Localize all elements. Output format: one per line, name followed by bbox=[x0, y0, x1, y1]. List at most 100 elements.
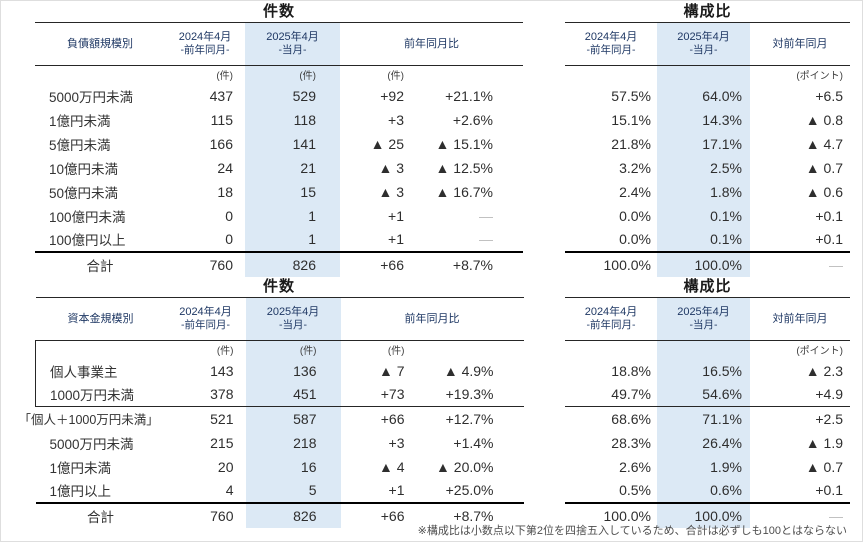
row-label: 1億円未満 bbox=[49, 460, 112, 476]
units-row: (ポイント) bbox=[565, 65, 850, 84]
col-prev-year-label: 2024年4月 bbox=[179, 306, 232, 319]
share-current: 0.1% bbox=[657, 227, 750, 252]
col-current-label: 2025年4月 bbox=[266, 31, 319, 44]
col-current-sublabel: -当月- bbox=[689, 319, 718, 332]
value-prev-year: 166 bbox=[209, 135, 233, 152]
unit-cell-empty bbox=[35, 66, 165, 84]
value-diff: ▲ 25 bbox=[370, 135, 404, 152]
col-current-sublabel: -当月- bbox=[278, 44, 307, 57]
debt-share-title: 構成比 bbox=[683, 3, 732, 20]
table-row: 個人事業主 143 136 ▲ 7 ▲ 4.9% bbox=[35, 358, 524, 383]
col-current-label: 2025年4月 bbox=[677, 306, 730, 319]
share-diff-points: ▲ 1.9 bbox=[805, 434, 843, 451]
col-current-sublabel: -当月- bbox=[689, 44, 718, 57]
value-pct: +25.0% bbox=[445, 482, 494, 498]
value-diff: ▲ 4 bbox=[378, 458, 405, 475]
value-prev-year: 760 bbox=[165, 250, 245, 277]
share-diff-points: +6.5 bbox=[815, 87, 843, 104]
table-row: 68.6% 71.1% +2.5 bbox=[565, 406, 850, 431]
share-current: 0.1% bbox=[657, 203, 750, 228]
row-label: 50億円未満 bbox=[49, 185, 119, 201]
value-current: 1 bbox=[245, 227, 340, 252]
value-diff: +1 bbox=[388, 207, 404, 224]
value-current: 16 bbox=[245, 454, 341, 479]
value-pct: +2.6% bbox=[452, 111, 493, 128]
share-prev-year: 0.0% bbox=[619, 231, 651, 247]
value-diff: +1 bbox=[388, 231, 404, 247]
value-pct: ▲ 12.5% bbox=[435, 159, 493, 176]
share-diff-points: ▲ 4.7 bbox=[805, 135, 843, 152]
table-row: 2.6% 1.9% ▲ 0.7 bbox=[565, 454, 850, 479]
col-current-label: 2025年4月 bbox=[266, 306, 320, 319]
table-row: 18.8% 16.5% ▲ 2.3 bbox=[565, 358, 850, 383]
share-current: 0.6% bbox=[657, 478, 750, 503]
share-prev-year: 28.3% bbox=[611, 434, 651, 451]
units-row: (ポイント) bbox=[565, 340, 850, 359]
value-prev-year: 143 bbox=[210, 362, 234, 379]
unit-cell-empty bbox=[657, 340, 750, 359]
col-yoy-header: 前年同月比 bbox=[340, 22, 523, 66]
row-label: 1億円以上 bbox=[49, 484, 112, 499]
share-current: 17.1% bbox=[657, 131, 750, 156]
share-diff-points: ▲ 0.6 bbox=[805, 183, 843, 200]
value-pct: — bbox=[479, 207, 493, 224]
value-pct: ▲ 15.1% bbox=[435, 135, 493, 152]
table-body: 個人事業主 143 136 ▲ 7 ▲ 4.9% 1000万円未満 378 45… bbox=[19, 358, 524, 528]
value-prev-year: 760 bbox=[165, 501, 246, 528]
capital-share-title: 構成比 bbox=[683, 278, 732, 295]
value-current: 15 bbox=[245, 179, 340, 204]
table-row: 合計 760 826 +66 +8.7% bbox=[35, 250, 523, 277]
value-prev-year: 378 bbox=[210, 386, 234, 403]
unit-cell: (件) bbox=[216, 70, 233, 82]
value-prev-year: 4 bbox=[225, 482, 234, 498]
share-current: 26.4% bbox=[657, 430, 750, 455]
value-current: 826 bbox=[245, 501, 341, 528]
value-current: 218 bbox=[245, 430, 341, 455]
value-prev-year: 437 bbox=[209, 87, 233, 104]
share-prev-year: 3.2% bbox=[619, 159, 651, 176]
capital-share-table: 2024年4月 -前年同月- 2025年4月 -当月- 対前年同月 (ポイント) bbox=[565, 297, 850, 528]
col-prev-year-header: 2024年4月 -前年同月- bbox=[165, 297, 246, 341]
share-current: 2.5% bbox=[657, 155, 750, 180]
value-diff: ▲ 3 bbox=[378, 159, 404, 176]
value-prev-year: 24 bbox=[217, 159, 233, 176]
col-current-header: 2025年4月 -当月- bbox=[245, 22, 340, 66]
share-prev-year: 15.1% bbox=[611, 111, 651, 128]
unit-cell-empty bbox=[413, 341, 524, 359]
share-prev-year: 68.6% bbox=[565, 406, 657, 431]
share-diff-points: ▲ 0.7 bbox=[805, 159, 843, 176]
value-current: 136 bbox=[245, 358, 341, 383]
unit-cell: (ポイント) bbox=[796, 345, 843, 357]
unit-cell-empty bbox=[657, 65, 750, 84]
header-row: 2024年4月 -前年同月- 2025年4月 -当月- 対前年同月 bbox=[565, 297, 850, 341]
table-row: 100.0% 100.0% — bbox=[565, 501, 850, 528]
col-prev-year-sublabel: -前年同月- bbox=[586, 44, 636, 57]
col-prev-year-sublabel: -前年同月- bbox=[180, 44, 230, 57]
table-row: 100億円以上 0 1 +1 — bbox=[35, 227, 523, 252]
share-prev-year: 100.0% bbox=[565, 501, 657, 528]
value-diff: ▲ 3 bbox=[378, 183, 404, 200]
table-row: 28.3% 26.4% ▲ 1.9 bbox=[565, 430, 850, 455]
table-row: 合計 760 826 +66 +8.7% bbox=[35, 501, 524, 528]
value-prev-year: 215 bbox=[210, 434, 234, 451]
value-diff: +1 bbox=[388, 482, 405, 498]
value-diff: +73 bbox=[380, 386, 405, 403]
table-row: 5億円未満 166 141 ▲ 25 ▲ 15.1% bbox=[35, 131, 523, 156]
share-current: 71.1% bbox=[657, 406, 750, 431]
share-diff-points: +0.1 bbox=[815, 207, 843, 224]
share-prev-year: 0.5% bbox=[619, 482, 651, 498]
value-current: 21 bbox=[245, 155, 340, 180]
value-current: 529 bbox=[245, 83, 340, 108]
col-prev-year-sublabel: -前年同月- bbox=[586, 319, 636, 332]
table-row: 0.0% 0.1% +0.1 bbox=[565, 203, 850, 228]
share-diff-points: — bbox=[750, 501, 850, 528]
share-diff-points: — bbox=[750, 250, 850, 277]
share-diff-points: ▲ 2.3 bbox=[805, 362, 843, 379]
unit-cell-empty bbox=[35, 340, 166, 359]
value-pct: +8.7% bbox=[412, 250, 523, 277]
share-prev-year: 21.8% bbox=[611, 135, 651, 152]
table-body: 18.8% 16.5% ▲ 2.3 49.7% 54.6% +4.9 68.6%… bbox=[565, 358, 850, 528]
value-diff: +66 bbox=[340, 406, 413, 431]
value-current: 451 bbox=[245, 382, 341, 407]
row-label: 合計 bbox=[35, 250, 165, 277]
